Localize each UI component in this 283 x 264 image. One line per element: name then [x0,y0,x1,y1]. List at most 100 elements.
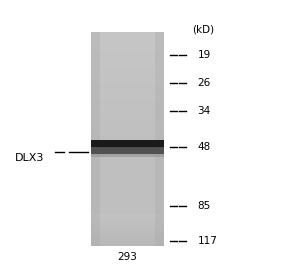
Bar [155,158,164,161]
Bar [91,182,100,185]
Bar [91,241,100,244]
Bar [155,185,164,187]
Bar [155,112,164,115]
Bar [91,155,164,158]
Bar [155,110,164,112]
Bar [91,56,164,59]
Bar [91,228,100,230]
Bar [91,59,164,62]
Text: 117: 117 [198,236,217,246]
Bar [91,72,100,75]
Bar [91,212,164,214]
Bar [91,104,100,107]
Bar [155,209,164,212]
Bar [91,142,164,145]
Bar [155,217,164,220]
Bar [91,51,100,54]
Bar [91,134,164,136]
Bar [155,69,164,72]
Bar [155,88,164,91]
Bar [91,190,100,193]
Bar [91,161,164,163]
Bar [155,171,164,174]
Bar [91,238,164,241]
Bar [155,196,164,198]
Bar [91,67,100,69]
Bar [155,120,164,123]
Bar [91,110,164,112]
Bar [91,48,164,51]
Bar [91,118,164,120]
Bar [155,222,164,225]
Bar [91,78,100,80]
Bar [91,107,100,110]
Bar [91,126,100,129]
Bar [91,83,164,86]
Bar [91,59,100,62]
Bar [91,225,164,228]
Bar [155,236,164,238]
Bar [155,225,164,228]
Bar [155,123,164,126]
Bar [91,56,100,59]
Bar [155,177,164,180]
Bar [91,86,164,88]
Bar [155,107,164,110]
Bar [91,166,164,169]
Bar [155,206,164,209]
Bar [91,158,100,161]
Bar [91,83,100,86]
Bar [91,80,164,83]
Bar [155,204,164,206]
Bar [91,147,100,150]
Bar [91,180,100,182]
Bar [155,182,164,185]
Bar [91,145,164,147]
Bar [91,35,164,37]
Bar [155,150,164,153]
Bar [91,86,100,88]
Bar [91,110,100,112]
Bar [91,217,164,220]
Bar [91,204,164,206]
Bar [91,147,164,150]
Bar [91,96,100,99]
Bar [91,174,164,177]
Bar [91,174,100,177]
Bar [91,88,164,91]
Bar [91,112,164,115]
Bar [155,67,164,69]
Text: 19: 19 [198,50,211,60]
Bar [91,185,100,187]
Bar [91,230,164,233]
Bar [91,94,164,96]
Bar [91,120,164,123]
Bar [91,43,164,45]
Bar [91,201,164,204]
Bar [91,220,164,222]
Bar [91,139,100,142]
Bar [155,147,164,150]
Bar [91,233,164,236]
Bar [155,169,164,171]
Bar [91,145,100,147]
Bar [91,99,164,102]
Bar [91,129,100,131]
Bar [91,140,164,154]
Bar [91,75,100,78]
Bar [91,222,100,225]
Bar [155,99,164,102]
Bar [91,150,100,153]
Bar [91,244,164,247]
Bar [91,62,100,64]
Bar [155,78,164,80]
Bar [155,75,164,78]
Text: 48: 48 [198,142,211,152]
Bar [91,153,164,155]
Bar [91,99,100,102]
Bar [91,209,164,212]
Bar [155,220,164,222]
Bar [155,214,164,217]
Bar [91,193,164,196]
Bar [91,206,100,209]
